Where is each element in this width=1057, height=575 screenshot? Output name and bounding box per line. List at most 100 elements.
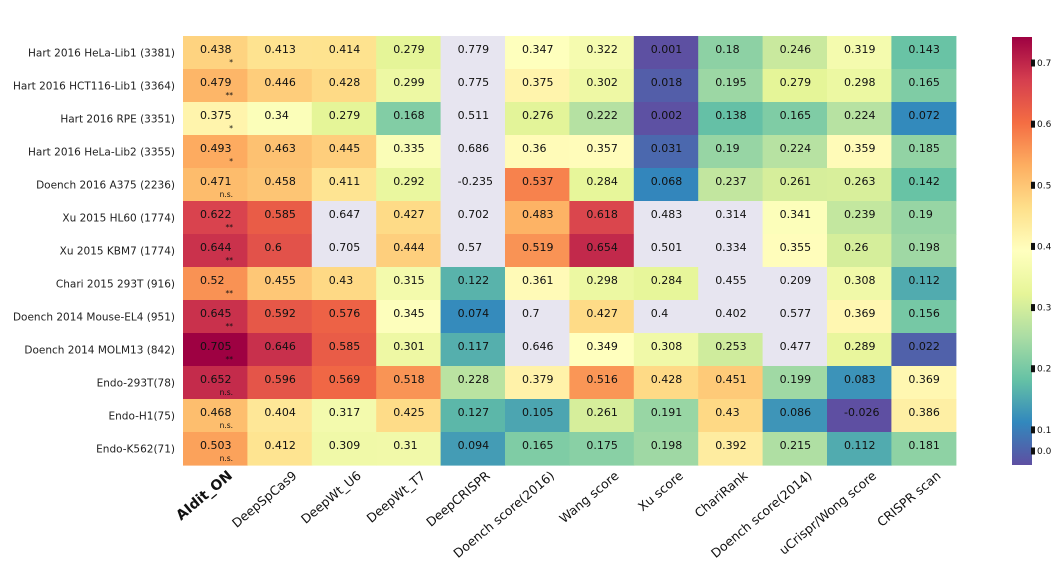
heatmap-cell — [247, 267, 313, 301]
cell-value-label: 0.654 — [586, 241, 618, 254]
cell-value-label: 0.322 — [586, 43, 618, 56]
cell-value-label: 0.165 — [780, 109, 812, 122]
heatmap-cell — [762, 69, 828, 103]
heatmap-cell — [762, 366, 828, 400]
heatmap-cell — [569, 333, 635, 367]
heatmap-cell — [762, 135, 828, 169]
cell-value-label: 0.239 — [844, 208, 876, 221]
heatmap-cell — [376, 432, 442, 466]
cell-value-label: 0.319 — [844, 43, 876, 56]
heatmap-cell — [827, 300, 892, 334]
cell-value-label: 0.072 — [908, 109, 940, 122]
cell-value-label: 0.592 — [264, 307, 296, 320]
heatmap-cell — [762, 234, 828, 268]
cell-value-label: 0.349 — [586, 340, 618, 353]
cell-value-label: 0.198 — [908, 241, 940, 254]
cell-value-label: 0.411 — [329, 175, 361, 188]
heatmap-cell — [376, 168, 442, 202]
heatmap-cell — [762, 36, 828, 70]
cell-value-label: 0.122 — [458, 274, 490, 287]
colorbar-tick-mark — [1031, 304, 1035, 312]
colorbar-tick-mark — [1031, 181, 1035, 189]
heatmap-cell — [891, 333, 957, 367]
cell-value-label: -0.235 — [458, 175, 493, 188]
colorbar-tick-mark — [1031, 426, 1035, 434]
heatmap-cell — [891, 399, 957, 433]
cell-value-label: 0.412 — [264, 439, 296, 452]
heatmap-cell — [762, 399, 828, 433]
cell-value-label: 0.199 — [780, 373, 812, 386]
heatmap-cell — [505, 36, 570, 70]
heatmap-cell — [505, 234, 570, 268]
colorbar-tick-mark — [1031, 242, 1035, 250]
heatmap-cell — [569, 300, 635, 334]
heatmap-cell — [440, 432, 506, 466]
cell-value-label: 0.511 — [458, 109, 490, 122]
cell-value-label: 0.483 — [651, 208, 683, 221]
colorbar-tick-mark — [1031, 447, 1035, 455]
heatmap-cell — [762, 333, 828, 367]
heatmap-cell — [891, 102, 957, 136]
heatmap-cell — [891, 234, 957, 268]
cell-value-label: 0.19 — [715, 142, 740, 155]
cell-value-label: 0.585 — [264, 208, 296, 221]
heatmap-cell — [440, 36, 506, 70]
heatmap-cell — [827, 234, 892, 268]
cell-value-label: 0.127 — [458, 406, 490, 419]
heatmap-cell — [762, 168, 828, 202]
cell-value-label: 0.471 — [200, 175, 232, 188]
heatmap-cell — [440, 102, 506, 136]
heatmap-cell — [827, 36, 892, 70]
row-label: Endo-K562(71) — [96, 444, 175, 456]
heatmap-cell — [376, 102, 442, 136]
heatmap-cell — [569, 201, 635, 235]
heatmap-cell — [440, 135, 506, 169]
heatmap-cell — [633, 36, 699, 70]
cell-value-label: 0.445 — [329, 142, 361, 155]
row-label: Xu 2015 HL60 (1774) — [62, 213, 175, 225]
heatmap-cell — [247, 300, 313, 334]
heatmap-cell — [183, 432, 248, 466]
cell-value-label: 0.493 — [200, 142, 232, 155]
heatmap-cell — [311, 36, 377, 70]
cell-value-label: 0.446 — [264, 76, 296, 89]
cell-value-label: 0.002 — [651, 109, 683, 122]
heatmap-cell — [891, 69, 957, 103]
heatmap-cell — [891, 36, 957, 70]
significance-label: ** — [226, 223, 234, 232]
cell-value-label: 0.6 — [264, 241, 282, 254]
heatmap-cell — [311, 201, 377, 235]
row-label: Endo-293T(78) — [97, 378, 175, 390]
heatmap-cell — [183, 69, 248, 103]
cell-value-label: 0.228 — [458, 373, 490, 386]
significance-label: * — [229, 58, 233, 67]
cell-value-label: 0.596 — [264, 373, 296, 386]
cell-value-label: 0.298 — [844, 76, 876, 89]
cell-value-label: 0.209 — [780, 274, 812, 287]
heatmap-cell — [762, 267, 828, 301]
heatmap-cell — [440, 333, 506, 367]
significance-label: n.s. — [220, 454, 233, 463]
cell-value-label: 0.185 — [908, 142, 940, 155]
heatmap-cell — [183, 366, 248, 400]
heatmap-cell — [440, 201, 506, 235]
colorbar-tick-label: 0.7 — [1037, 59, 1051, 69]
cell-value-label: 0.428 — [329, 76, 361, 89]
heatmap-cell — [569, 432, 635, 466]
heatmap-cell — [376, 267, 442, 301]
heatmap-cell — [698, 36, 764, 70]
cell-value-label: 0.375 — [200, 109, 232, 122]
heatmap-cell — [311, 399, 377, 433]
cell-value-label: 0.302 — [586, 76, 618, 89]
cell-value-label: 0.18 — [715, 43, 740, 56]
heatmap-cell — [311, 366, 377, 400]
heatmap-cell — [827, 366, 892, 400]
heatmap-cell — [698, 135, 764, 169]
heatmap-cell — [247, 333, 313, 367]
cell-value-label: 0.359 — [844, 142, 876, 155]
column-label: DeepWt_T7 — [363, 468, 428, 526]
cell-value-label: 0.404 — [264, 406, 296, 419]
heatmap-cell — [311, 300, 377, 334]
heatmap-cell — [827, 432, 892, 466]
